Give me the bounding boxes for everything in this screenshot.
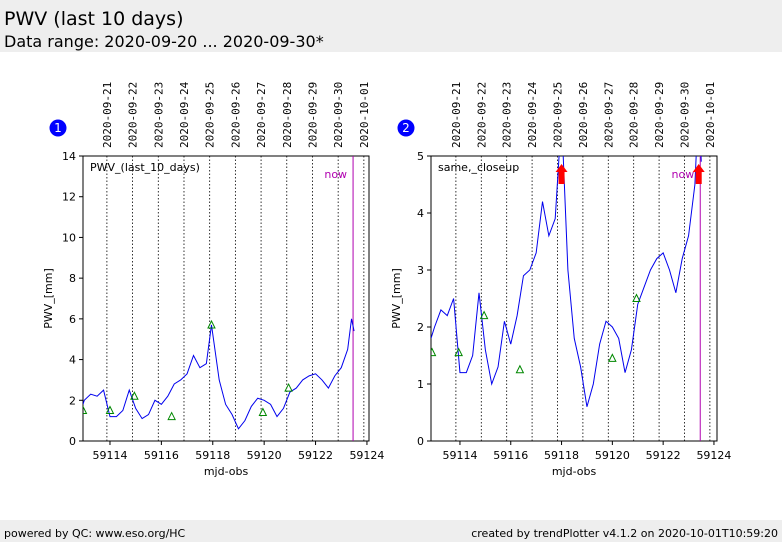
date-tick-label: 2020-09-30 bbox=[332, 82, 345, 148]
date-tick-label: 2020-09-22 bbox=[475, 82, 488, 148]
now-label: now bbox=[324, 168, 347, 181]
y-tick-label: 0 bbox=[69, 435, 76, 448]
x-axis-label: mjd-obs bbox=[552, 465, 597, 478]
y-tick-label: 6 bbox=[69, 313, 76, 326]
triangle-marker bbox=[632, 293, 641, 302]
triangle-marker bbox=[515, 364, 525, 374]
triangle-marker bbox=[130, 391, 139, 400]
date-tick-label: 2020-09-27 bbox=[602, 82, 615, 148]
y-tick-label: 10 bbox=[62, 231, 76, 244]
panel-number: 1 bbox=[54, 121, 62, 135]
date-tick-label: 2020-09-21 bbox=[450, 82, 463, 148]
panel-title: PWV_(last_10_days) bbox=[90, 161, 200, 174]
pwv-line bbox=[83, 318, 355, 430]
date-tick-label: 2020-09-28 bbox=[628, 82, 641, 148]
triangle-marker bbox=[454, 347, 463, 357]
date-tick-label: 2020-09-24 bbox=[526, 81, 539, 148]
y-axis-label: PWV_[mm] bbox=[390, 268, 403, 329]
date-tick-label: 2020-09-23 bbox=[152, 82, 165, 148]
date-tick-label: 2020-09-21 bbox=[101, 82, 114, 148]
header-band bbox=[0, 0, 782, 52]
y-tick-label: 12 bbox=[62, 191, 76, 204]
y-tick-label: 5 bbox=[417, 150, 424, 163]
date-tick-label: 2020-09-25 bbox=[204, 82, 217, 148]
date-tick-label: 2020-09-25 bbox=[551, 82, 564, 148]
date-tick-label: 2020-09-26 bbox=[577, 82, 590, 148]
date-tick-label: 2020-09-28 bbox=[281, 82, 294, 148]
triangle-marker bbox=[479, 310, 489, 320]
x-tick-label: 59120 bbox=[595, 449, 630, 462]
plot-frame bbox=[430, 155, 718, 442]
triangle-marker bbox=[207, 319, 216, 329]
x-tick-label: 59116 bbox=[493, 449, 528, 462]
page-subtitle: Data range: 2020-09-20 ... 2020-09-30* bbox=[4, 32, 324, 51]
date-tick-label: 2020-10-01 bbox=[358, 82, 371, 148]
y-tick-label: 1 bbox=[417, 378, 424, 391]
triangle-marker bbox=[284, 382, 293, 392]
plot-area bbox=[431, 156, 702, 407]
y-tick-label: 3 bbox=[417, 264, 424, 277]
x-tick-label: 59118 bbox=[195, 449, 230, 462]
date-tick-label: 2020-09-23 bbox=[501, 82, 514, 148]
date-tick-label: 2020-09-24 bbox=[178, 81, 191, 148]
footer-left: powered by QC: www.eso.org/HC bbox=[4, 527, 186, 540]
triangle-marker bbox=[608, 353, 617, 362]
x-tick-label: 59122 bbox=[298, 449, 333, 462]
panel-badge bbox=[397, 119, 415, 137]
x-tick-label: 59124 bbox=[696, 449, 731, 462]
date-tick-label: 2020-09-27 bbox=[255, 82, 268, 148]
footer-band bbox=[0, 520, 782, 542]
y-tick-label: 4 bbox=[417, 207, 424, 220]
triangle-marker bbox=[258, 407, 268, 416]
y-tick-label: 4 bbox=[69, 354, 76, 367]
plot-area bbox=[83, 318, 355, 430]
y-axis-label: PWV_[mm] bbox=[42, 268, 55, 329]
plot-frame bbox=[82, 155, 370, 442]
overflow-arrow bbox=[555, 164, 568, 184]
panel-badge bbox=[49, 119, 67, 137]
y-tick-label: 14 bbox=[62, 150, 76, 163]
triangle-marker bbox=[167, 411, 176, 421]
page-title: PWV (last 10 days) bbox=[4, 8, 183, 30]
x-tick-label: 59114 bbox=[442, 449, 477, 462]
x-tick-label: 59124 bbox=[349, 449, 384, 462]
triangle-marker bbox=[431, 347, 437, 357]
x-tick-label: 59118 bbox=[544, 449, 579, 462]
x-tick-label: 59120 bbox=[247, 449, 282, 462]
triangle-marker bbox=[83, 405, 88, 414]
y-tick-label: 2 bbox=[417, 321, 424, 334]
date-tick-label: 2020-09-30 bbox=[678, 82, 691, 148]
now-label: now bbox=[672, 168, 695, 181]
x-tick-label: 59122 bbox=[646, 449, 681, 462]
pwv-line bbox=[431, 156, 702, 407]
date-tick-label: 2020-09-26 bbox=[229, 82, 242, 148]
x-axis-label: mjd-obs bbox=[204, 465, 249, 478]
panel-title: same,_closeup bbox=[438, 161, 519, 174]
y-tick-label: 2 bbox=[69, 394, 76, 407]
y-tick-label: 8 bbox=[69, 272, 76, 285]
date-tick-label: 2020-09-29 bbox=[306, 82, 319, 148]
overflow-arrow bbox=[692, 164, 705, 184]
date-tick-label: 2020-09-22 bbox=[127, 82, 140, 148]
triangle-marker bbox=[105, 405, 115, 414]
date-tick-label: 2020-09-29 bbox=[653, 82, 666, 148]
y-tick-label: 0 bbox=[417, 435, 424, 448]
date-tick-label: 2020-10-01 bbox=[704, 82, 717, 148]
x-tick-label: 59116 bbox=[144, 449, 179, 462]
footer-right: created by trendPlotter v4.1.2 on 2020-1… bbox=[471, 527, 778, 540]
x-tick-label: 59114 bbox=[92, 449, 127, 462]
panel-number: 2 bbox=[402, 121, 410, 135]
